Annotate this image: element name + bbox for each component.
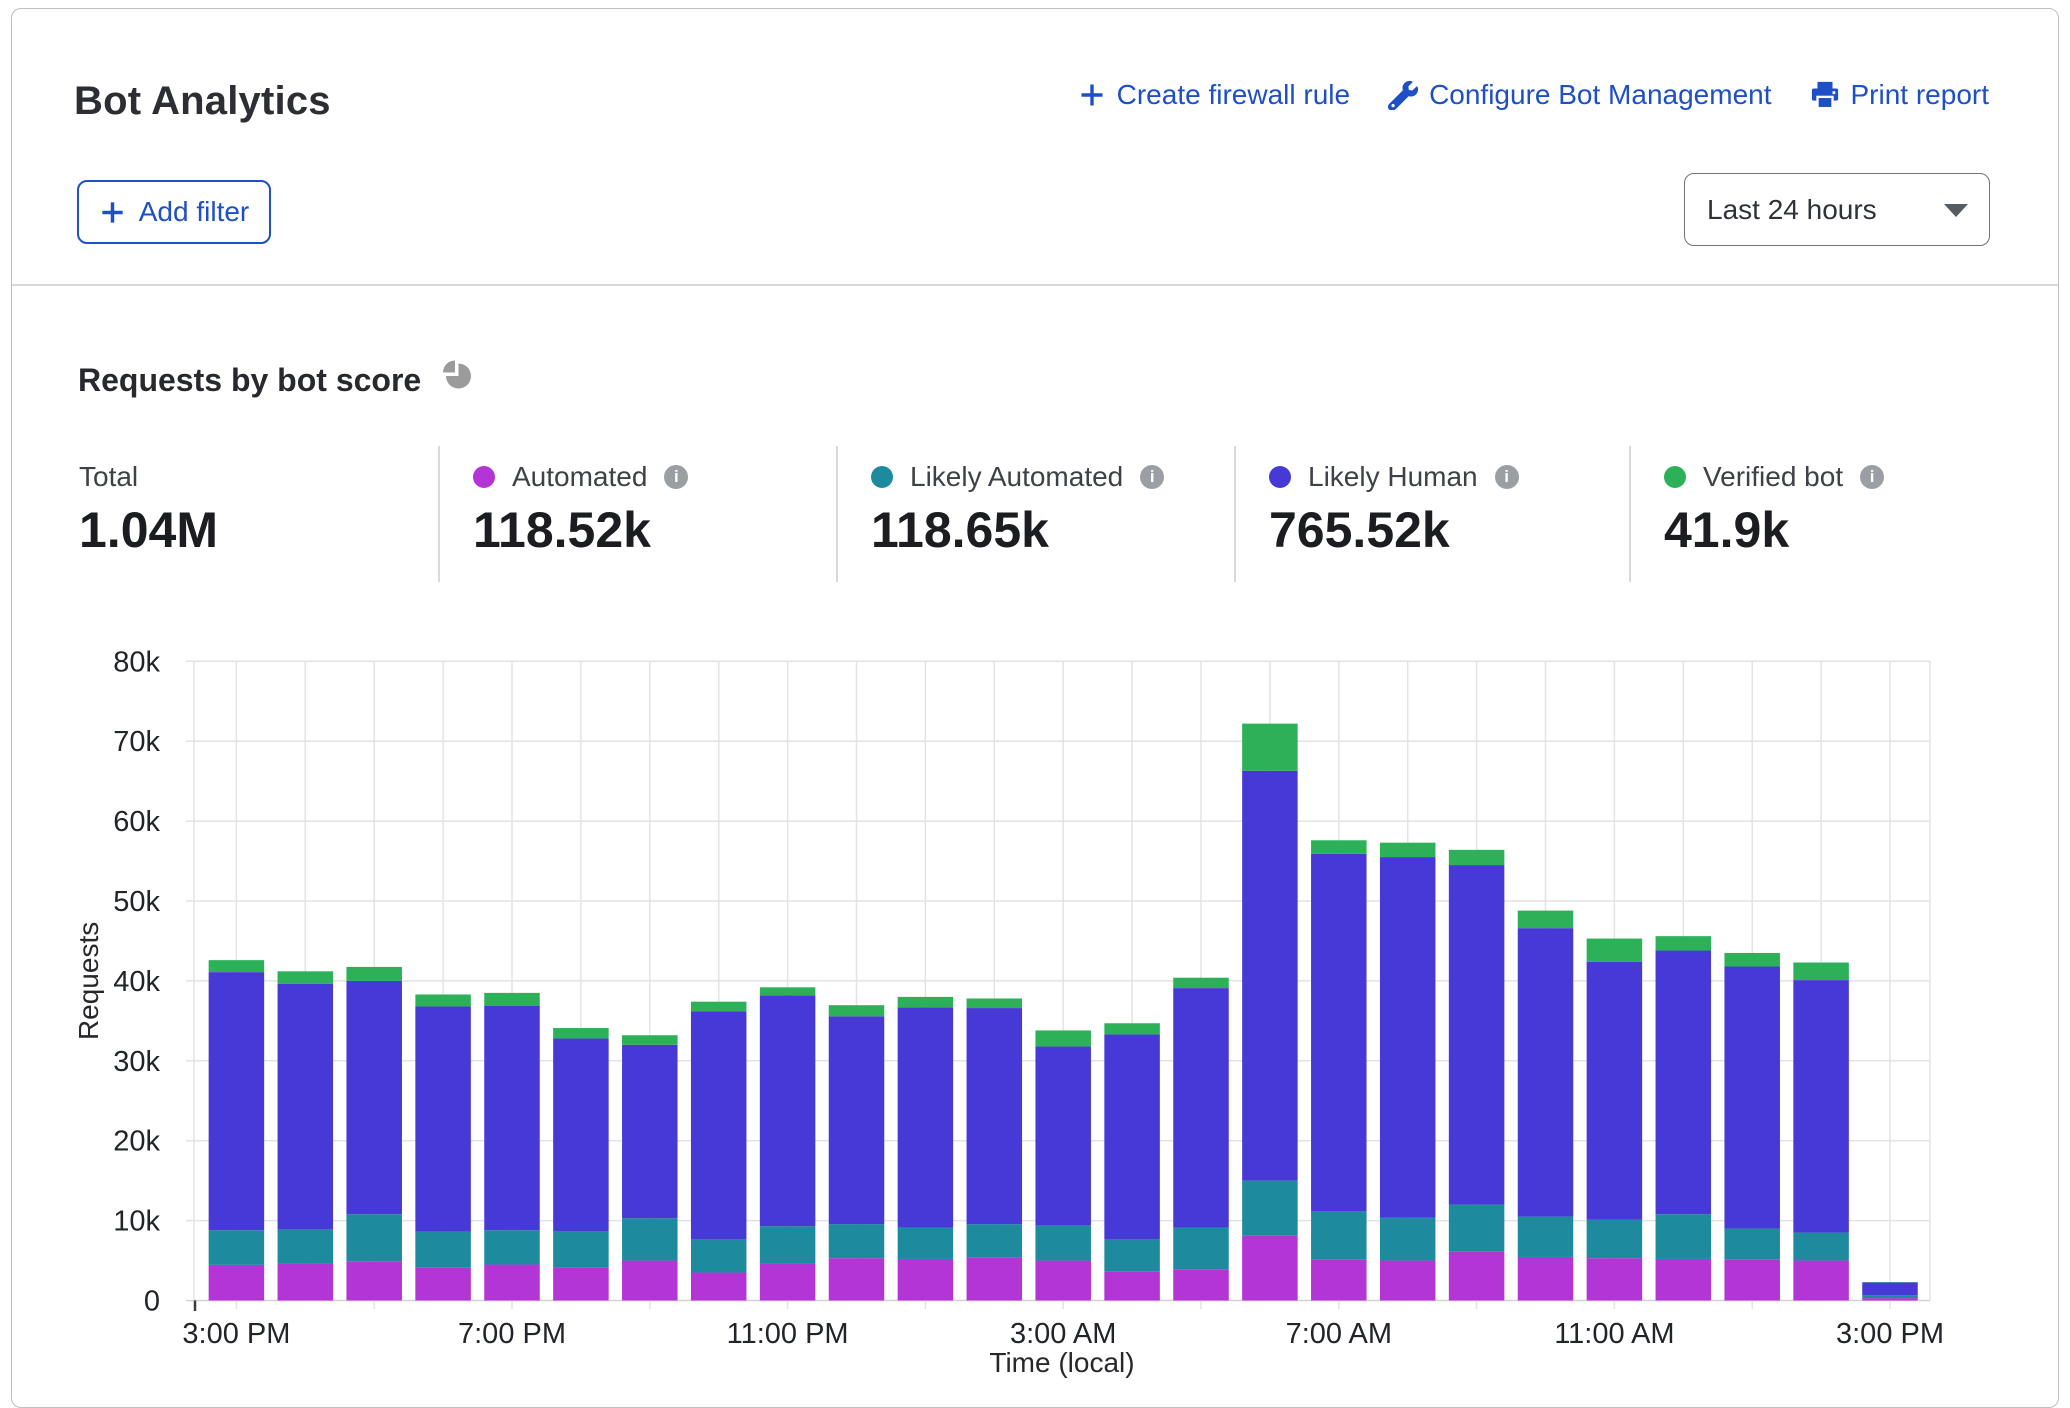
likely-human-dot [1269,466,1291,488]
stat-automated: Automated i 118.52k [473,445,688,555]
stat-verified-bot: Verified bot i 41.9k [1664,445,1884,555]
configure-bot-management-link[interactable]: Configure Bot Management [1388,79,1771,111]
svg-text:7:00 AM: 7:00 AM [1286,1318,1392,1350]
stat-label: Likely Automated [910,461,1123,493]
svg-text:3:00 PM: 3:00 PM [1836,1318,1944,1350]
stat-value: 118.52k [473,505,688,555]
svg-text:40k: 40k [113,966,160,998]
print-report-link[interactable]: Print report [1810,79,1990,111]
svg-text:0: 0 [144,1286,160,1318]
svg-text:80k: 80k [113,646,160,678]
svg-text:60k: 60k [113,806,160,838]
stat-divider [836,446,838,582]
create-firewall-rule-link[interactable]: Create firewall rule [1078,79,1350,111]
svg-text:3:00 PM: 3:00 PM [182,1318,290,1350]
stat-value: 1.04M [79,505,218,555]
stat-value: 765.52k [1269,505,1519,555]
printer-icon [1810,80,1840,110]
stat-total: Total 1.04M [79,445,218,555]
svg-text:3:00 AM: 3:00 AM [1010,1318,1116,1350]
likely-automated-dot [871,466,893,488]
stat-divider [1629,446,1631,582]
requests-by-bot-score-chart: 0 10k 20k 30k 40k 50k 60k 70k 80k 3:00 PM 7:00 PM 1… [0,600,2070,1394]
info-icon[interactable]: i [1140,465,1164,489]
stat-likely-human: Likely Human i 765.52k [1269,445,1519,555]
action-label: Print report [1851,79,1990,111]
svg-text:20k: 20k [113,1126,160,1158]
wrench-icon [1388,80,1418,110]
svg-text:11:00 AM: 11:00 AM [1554,1318,1674,1350]
add-filter-label: Add filter [139,196,250,228]
plus-icon [1078,81,1106,109]
svg-text:50k: 50k [113,886,160,918]
stat-value: 41.9k [1664,505,1884,555]
svg-text:30k: 30k [113,1046,160,1078]
add-filter-button[interactable]: Add filter [77,180,271,244]
info-icon[interactable]: i [664,465,688,489]
header-actions: Create firewall rule Configure Bot Manag… [1078,79,1989,111]
svg-text:70k: 70k [113,726,160,758]
svg-text:10k: 10k [113,1206,160,1238]
action-label: Create firewall rule [1117,79,1350,111]
svg-text:7:00 PM: 7:00 PM [458,1318,566,1350]
stat-divider [438,446,440,582]
action-label: Configure Bot Management [1429,79,1771,111]
section-title: Requests by bot score [78,364,421,396]
svg-text:Time (local): Time (local) [989,1347,1134,1378]
stats-row: Total 1.04M Automated i 118.52k Likely A… [12,445,2058,605]
header-divider [12,284,2058,286]
verified-bot-dot [1664,466,1686,488]
section-title-row: Requests by bot score [78,364,472,396]
time-range-select[interactable]: Last 24 hours [1684,173,1990,246]
plus-icon [99,199,126,226]
automated-dot [473,466,495,488]
svg-text:Requests: Requests [73,922,104,1040]
stat-label: Likely Human [1308,461,1478,493]
stat-value: 118.65k [871,505,1164,555]
stat-divider [1234,446,1236,582]
svg-text:11:00 PM: 11:00 PM [727,1318,849,1350]
info-icon[interactable]: i [1860,465,1884,489]
pie-chart-icon [442,359,472,395]
stat-label: Total [79,461,138,493]
page-title: Bot Analytics [74,79,331,124]
stat-likely-automated: Likely Automated i 118.65k [871,445,1164,555]
stat-label: Automated [512,461,647,493]
stat-label: Verified bot [1703,461,1843,493]
info-icon[interactable]: i [1495,465,1519,489]
time-range-value: Last 24 hours [1707,194,1877,226]
caret-down-icon [1944,204,1968,217]
